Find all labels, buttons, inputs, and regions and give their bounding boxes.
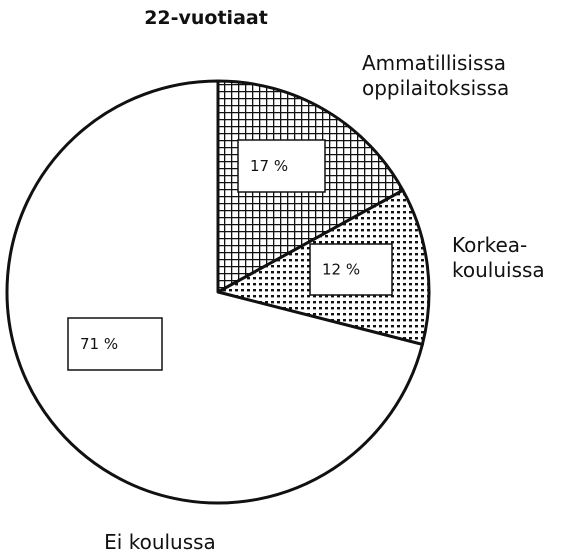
category-label: Korkea-kouluissa [452, 233, 545, 282]
chart-title: 22-vuotiaat [144, 7, 268, 29]
value-label: 17 % [250, 157, 288, 175]
value-label: 12 % [322, 261, 360, 279]
value-label: 71 % [80, 335, 118, 353]
category-label: Ammatillisissa oppilaitoksissa [362, 51, 509, 100]
value-label-box [67, 317, 163, 371]
pie-slice [5, 79, 424, 505]
value-label-box [309, 243, 393, 296]
value-label-box [237, 139, 326, 193]
category-label: Ei koulussa [104, 530, 216, 554]
